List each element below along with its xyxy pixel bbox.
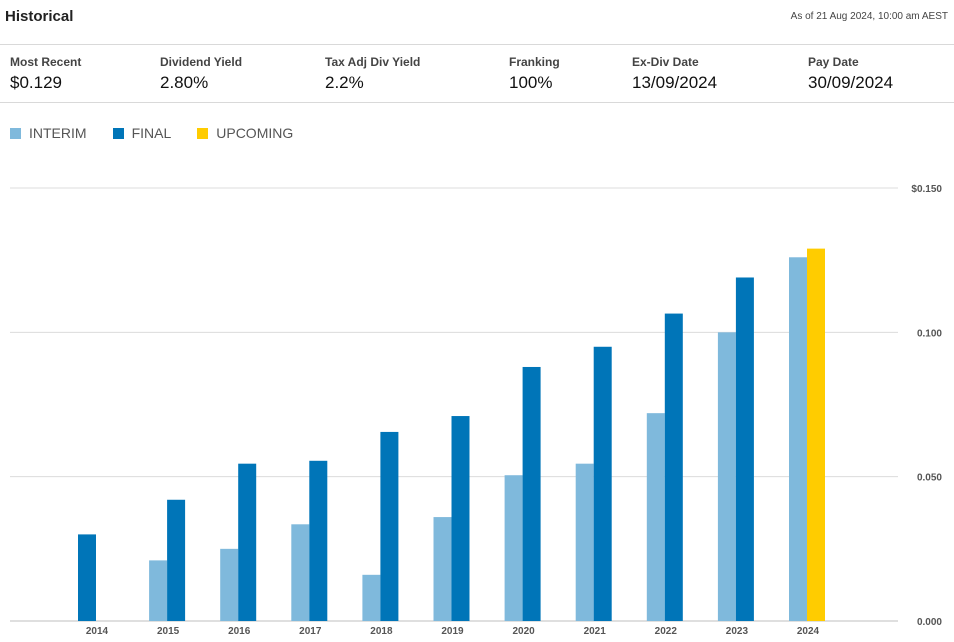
as-of-timestamp: As of 21 Aug 2024, 10:00 am AEST (790, 11, 948, 22)
x-tick-label: 2014 (86, 626, 109, 637)
bar-final-2021[interactable] (593, 346, 612, 621)
bars (78, 248, 825, 621)
x-axis-ticks: 2014 2015 2016 2017 2018 2019 2020 2021 2022 2023… (86, 626, 820, 637)
bar-interim-2016[interactable] (220, 548, 239, 621)
stats-bar: Most Recent $0.129 Dividend Yield 2.80% … (0, 45, 954, 103)
bar-interim-2018[interactable] (362, 574, 381, 621)
bar-final-2017[interactable] (309, 460, 328, 621)
stat-value: 13/09/2024 (632, 73, 718, 92)
bar-final-2019[interactable] (451, 416, 470, 621)
y-axis-ticks: 0.000 0.050 0.100 $0.150 (911, 184, 942, 628)
legend-label: UPCOMING (216, 125, 294, 141)
bar-final-2018[interactable] (380, 431, 399, 621)
legend-label: INTERIM (29, 125, 87, 141)
bar-final-2023[interactable] (735, 277, 754, 621)
stat-value: 100% (509, 73, 553, 92)
legend-swatch (112, 127, 124, 139)
bar-interim-2020[interactable] (504, 475, 523, 621)
x-tick-label: 2015 (157, 626, 180, 637)
stat-value: 30/09/2024 (808, 73, 894, 92)
stat-tax-adj-div-yield: Tax Adj Div Yield 2.2% (325, 55, 420, 93)
bar-interim-2019[interactable] (433, 517, 452, 621)
bar-interim-2022[interactable] (646, 413, 665, 621)
stat-label: Ex-Div Date (632, 55, 699, 69)
x-tick-label: 2022 (655, 626, 678, 637)
y-tick-label: 0.000 (917, 617, 942, 628)
bar-interim-2024[interactable] (789, 257, 807, 621)
y-tick-label: $0.150 (911, 184, 942, 195)
stat-label: Pay Date (808, 55, 859, 69)
legend-item-upcoming[interactable]: UPCOMING (197, 125, 293, 141)
x-tick-label: 2023 (726, 626, 749, 637)
x-tick-label: 2017 (299, 626, 322, 637)
stat-value: 2.2% (325, 73, 364, 92)
stat-label: Dividend Yield (160, 55, 243, 69)
stat-value: 2.80% (160, 73, 209, 92)
bar-final-2022[interactable] (664, 313, 683, 621)
header-bar: Historical As of 21 Aug 2024, 10:00 am A… (0, 0, 954, 45)
bar-upcoming-2024[interactable] (807, 248, 825, 621)
y-tick-label: 0.050 (917, 473, 942, 484)
legend-item-final[interactable]: FINAL (112, 125, 172, 141)
bar-interim-2015[interactable] (149, 560, 168, 621)
x-tick-label: 2024 (797, 626, 820, 637)
stat-label: Tax Adj Div Yield (325, 55, 421, 69)
stat-pay-date: Pay Date 30/09/2024 (808, 55, 893, 93)
legend-swatch (10, 127, 21, 139)
bar-interim-2017[interactable] (291, 524, 310, 621)
stat-value: $0.129 (10, 73, 62, 92)
legend-label: FINAL (131, 125, 172, 141)
bar-interim-2021[interactable] (575, 463, 594, 621)
stat-franking: Franking 100% (509, 55, 560, 93)
chart-legend: INTERIM FINAL UPCOMING (10, 125, 319, 141)
stat-dividend-yield: Dividend Yield 2.80% (160, 55, 242, 93)
stat-label: Most Recent (10, 55, 82, 69)
bar-final-2016[interactable] (238, 463, 257, 621)
x-tick-label: 2019 (441, 626, 464, 637)
page-title: Historical (5, 8, 74, 25)
x-tick-label: 2018 (370, 626, 393, 637)
stat-ex-div-date: Ex-Div Date 13/09/2024 (632, 55, 717, 93)
bar-final-2015[interactable] (167, 499, 186, 621)
stat-label: Franking (509, 55, 560, 69)
legend-item-interim[interactable]: INTERIM (10, 125, 87, 141)
bar-interim-2023[interactable] (717, 332, 736, 621)
x-tick-label: 2020 (512, 626, 535, 637)
y-tick-label: 0.100 (917, 328, 942, 339)
x-tick-label: 2016 (228, 626, 251, 637)
legend-swatch (197, 127, 209, 139)
bar-final-2020[interactable] (522, 366, 541, 621)
x-tick-label: 2021 (584, 626, 607, 637)
stat-most-recent: Most Recent $0.129 (10, 55, 81, 93)
bar-final-2014[interactable] (78, 534, 96, 621)
